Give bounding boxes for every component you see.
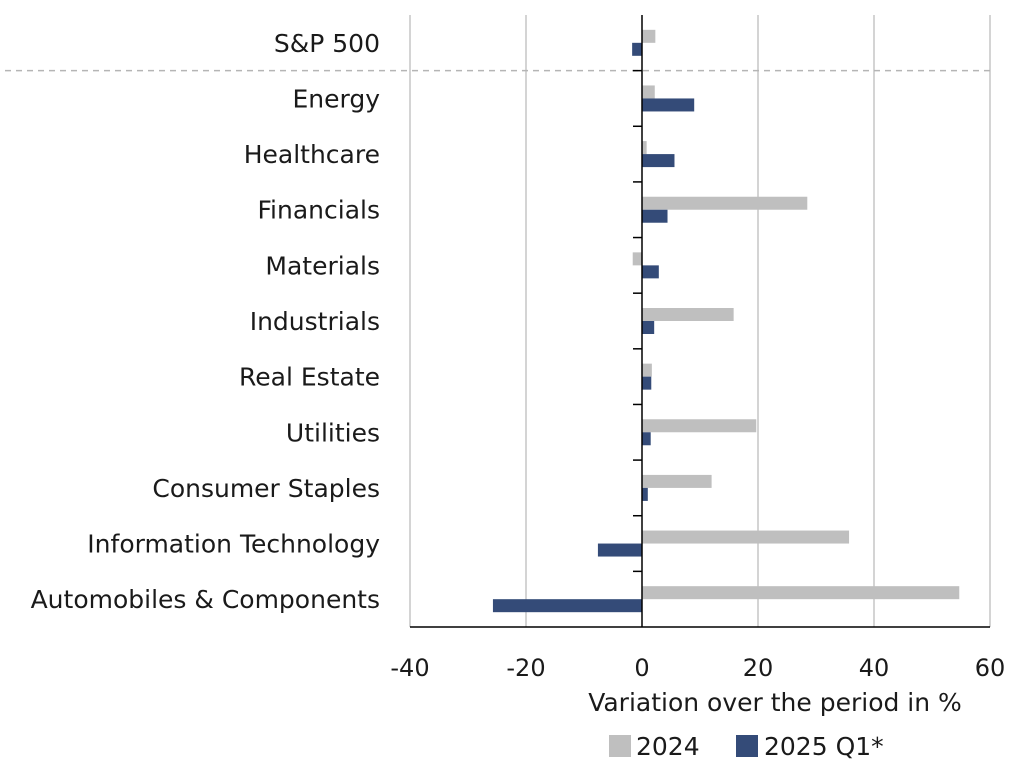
category-label-financials: Financials (258, 196, 381, 225)
legend-swatch-2024 (609, 735, 631, 757)
bar-2025-q1-financials (642, 209, 668, 223)
category-label-industrials: Industrials (250, 307, 380, 336)
x-tick-label-60: 60 (975, 654, 1006, 682)
bar-2024-financials (642, 196, 808, 210)
category-label-sandp-500: S&P 500 (274, 29, 380, 58)
axes (410, 15, 990, 628)
bar-2025-q1-utilities (642, 432, 651, 446)
bar-2025-q1-industrials (642, 321, 655, 334)
legend-swatch-2025-q1 (736, 735, 758, 757)
category-label-energy: Energy (292, 84, 380, 113)
legend-label-2024: 2024 (636, 732, 700, 761)
category-labels: S&P 500 Energy Healthcare Financials Materia… (31, 29, 381, 614)
bar-2024-real-estate (642, 363, 652, 377)
bar-2024-automobiles-and-components (642, 586, 960, 600)
x-tick-labels: -40 -20 0 20 40 60 (390, 654, 1005, 682)
bar-2025-q1-energy (642, 98, 695, 112)
category-label-healthcare: Healthcare (244, 140, 380, 169)
x-tick-label-0: 0 (634, 654, 649, 682)
x-tick-label-40: 40 (859, 654, 890, 682)
bar-2024-industrials (642, 308, 734, 321)
bar-2025-q1-consumer-staples (642, 487, 648, 501)
bar-2025-q1-materials (642, 265, 659, 279)
bar-2024-consumer-staples (642, 474, 712, 488)
legend-label-2025-q1: 2025 Q1* (764, 732, 884, 761)
category-label-utilities: Utilities (286, 418, 380, 447)
bar-2024-sandp-500 (642, 29, 656, 43)
legend: 2024 2025 Q1* (609, 732, 884, 761)
bar-2025-q1-automobiles-and-components (492, 599, 642, 613)
category-label-information-technology: Information Technology (87, 530, 380, 559)
bar-2024-healthcare (642, 141, 647, 155)
bar-2024-materials (632, 252, 642, 266)
bar-2025-q1-healthcare (642, 154, 675, 168)
x-tick-label-neg20: -20 (506, 654, 545, 682)
bar-2025-q1-sandp-500 (632, 42, 642, 56)
bar-2024-energy (642, 85, 655, 99)
x-tick-label-20: 20 (743, 654, 774, 682)
bar-2025-q1-information-technology (597, 543, 642, 557)
bar-2025-q1-real-estate (642, 376, 652, 390)
bar-2024-information-technology (642, 530, 850, 544)
category-label-consumer-staples: Consumer Staples (152, 474, 380, 503)
category-label-real-estate: Real Estate (239, 363, 380, 392)
bars (492, 29, 960, 613)
category-label-materials: Materials (265, 251, 380, 280)
grid-lines (409, 15, 991, 627)
category-label-automobiles-and-components: Automobiles & Components (31, 585, 380, 614)
x-tick-label-neg40: -40 (390, 654, 429, 682)
x-axis-title: Variation over the period in % (588, 688, 962, 717)
bar-2024-utilities (642, 419, 757, 433)
